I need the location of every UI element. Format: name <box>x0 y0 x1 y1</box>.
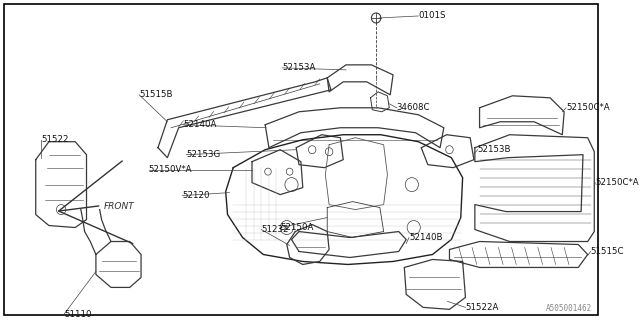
Text: 51522: 51522 <box>42 135 69 144</box>
Text: A505001462: A505001462 <box>546 304 593 313</box>
Text: 52153A: 52153A <box>282 63 316 72</box>
Text: 51232: 51232 <box>261 225 289 234</box>
Text: 52150A: 52150A <box>280 223 314 232</box>
Text: 52153B: 52153B <box>477 145 511 154</box>
Text: 52140B: 52140B <box>409 233 442 242</box>
Text: 51110: 51110 <box>64 310 92 319</box>
Text: 52150C*A: 52150C*A <box>566 103 610 112</box>
Text: 52150C*A: 52150C*A <box>595 178 639 187</box>
Text: 51515B: 51515B <box>139 90 173 99</box>
Text: 52120: 52120 <box>182 191 210 200</box>
Text: 52153G: 52153G <box>186 150 220 159</box>
Text: 51522A: 51522A <box>465 303 499 312</box>
Text: 0101S: 0101S <box>419 12 446 20</box>
Text: FRONT: FRONT <box>104 202 134 211</box>
Text: 51515C: 51515C <box>591 247 624 256</box>
Text: 52150V*A: 52150V*A <box>148 165 192 174</box>
Text: 52140A: 52140A <box>184 120 217 129</box>
Text: 34608C: 34608C <box>397 103 430 112</box>
